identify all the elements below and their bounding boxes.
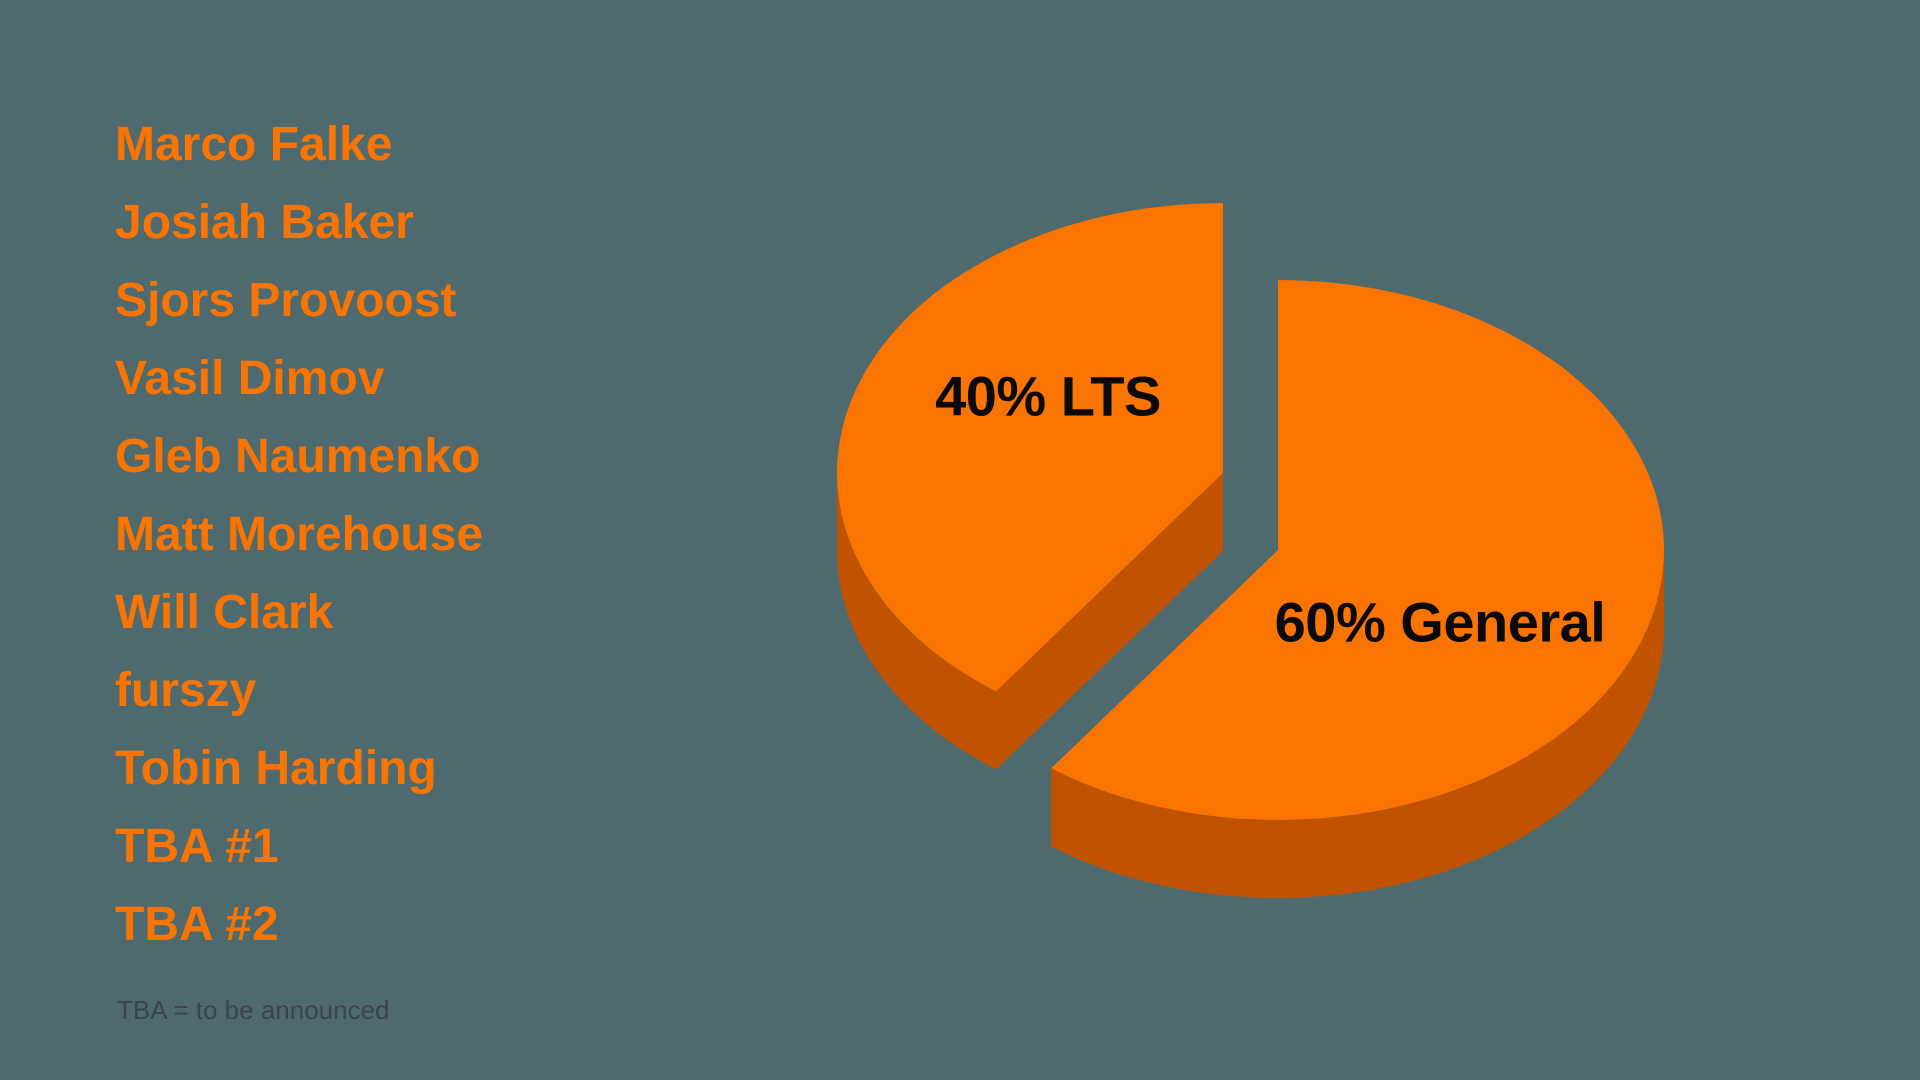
list-item: Marco Falke [115,118,393,171]
list-item: Vasil Dimov [115,352,385,405]
contributor-list: Marco Falke Josiah Baker Sjors Provoost … [115,106,483,964]
list-item: furszy [115,664,257,717]
pie-label-lts: 40% LTS [935,364,1161,428]
pie-slice-general-top-face [1051,280,1664,820]
list-item: TBA #1 [115,820,279,873]
pie-slice-lts-side [837,473,997,770]
list-item: TBA #2 [115,898,279,951]
list-item: Matt Morehouse [115,508,484,561]
list-item: Sjors Provoost [115,274,457,327]
list-item: Will Clark [115,586,334,639]
footnote: TBA = to be announced [117,995,390,1025]
list-item: Gleb Naumenko [115,430,481,483]
list-item: Tobin Harding [115,742,437,795]
pie-label-general: 60% General [1274,590,1606,654]
pie-slice-lts-cut-face [996,473,1223,770]
list-item: Josiah Baker [115,196,414,249]
pie-slice-general-side [1051,550,1664,898]
pie-slice-lts-top-face [837,203,1223,692]
